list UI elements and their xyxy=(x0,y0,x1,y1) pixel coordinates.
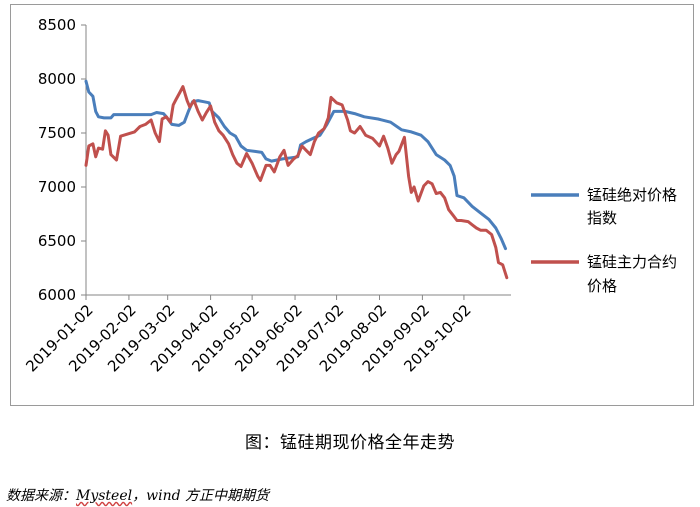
y-tick-label: 8000 xyxy=(38,70,76,88)
source-note: 数据来源：Mysteel，wind 方正中期期货 xyxy=(6,485,269,505)
source-prefix: 数据来源： xyxy=(6,488,76,504)
x-tick-labels: 2019-01-022019-02-022019-03-022019-04-02… xyxy=(22,301,474,375)
source-brand: Mysteel xyxy=(76,488,133,504)
series-lines xyxy=(84,79,509,280)
chart-frame: 6000 6500 7000 7500 8000 8500 2019-01-02 2019-… xyxy=(10,4,694,406)
source-rest: ，wind 方正中期期货 xyxy=(132,488,269,504)
legend-label-1: 锰硅绝对价格指数 xyxy=(587,186,677,227)
y-tick-labels: 6000 6500 7000 7500 8000 8500 xyxy=(38,16,76,304)
y-tick-label: 6000 xyxy=(38,286,76,304)
y-tick-label: 7500 xyxy=(38,124,76,142)
series-line-1 xyxy=(84,79,507,251)
series-line-2 xyxy=(84,85,509,280)
y-tick-label: 6500 xyxy=(38,232,76,250)
figure-caption: 图：锰硅期现价格全年走势 xyxy=(245,433,455,453)
y-tick-label: 8500 xyxy=(38,16,76,34)
y-tick-label: 7000 xyxy=(38,178,76,196)
legend-label-2: 锰硅主力合约价格 xyxy=(587,253,677,295)
line-chart: 6000 6500 7000 7500 8000 8500 2019-01-022019-… xyxy=(22,16,677,375)
